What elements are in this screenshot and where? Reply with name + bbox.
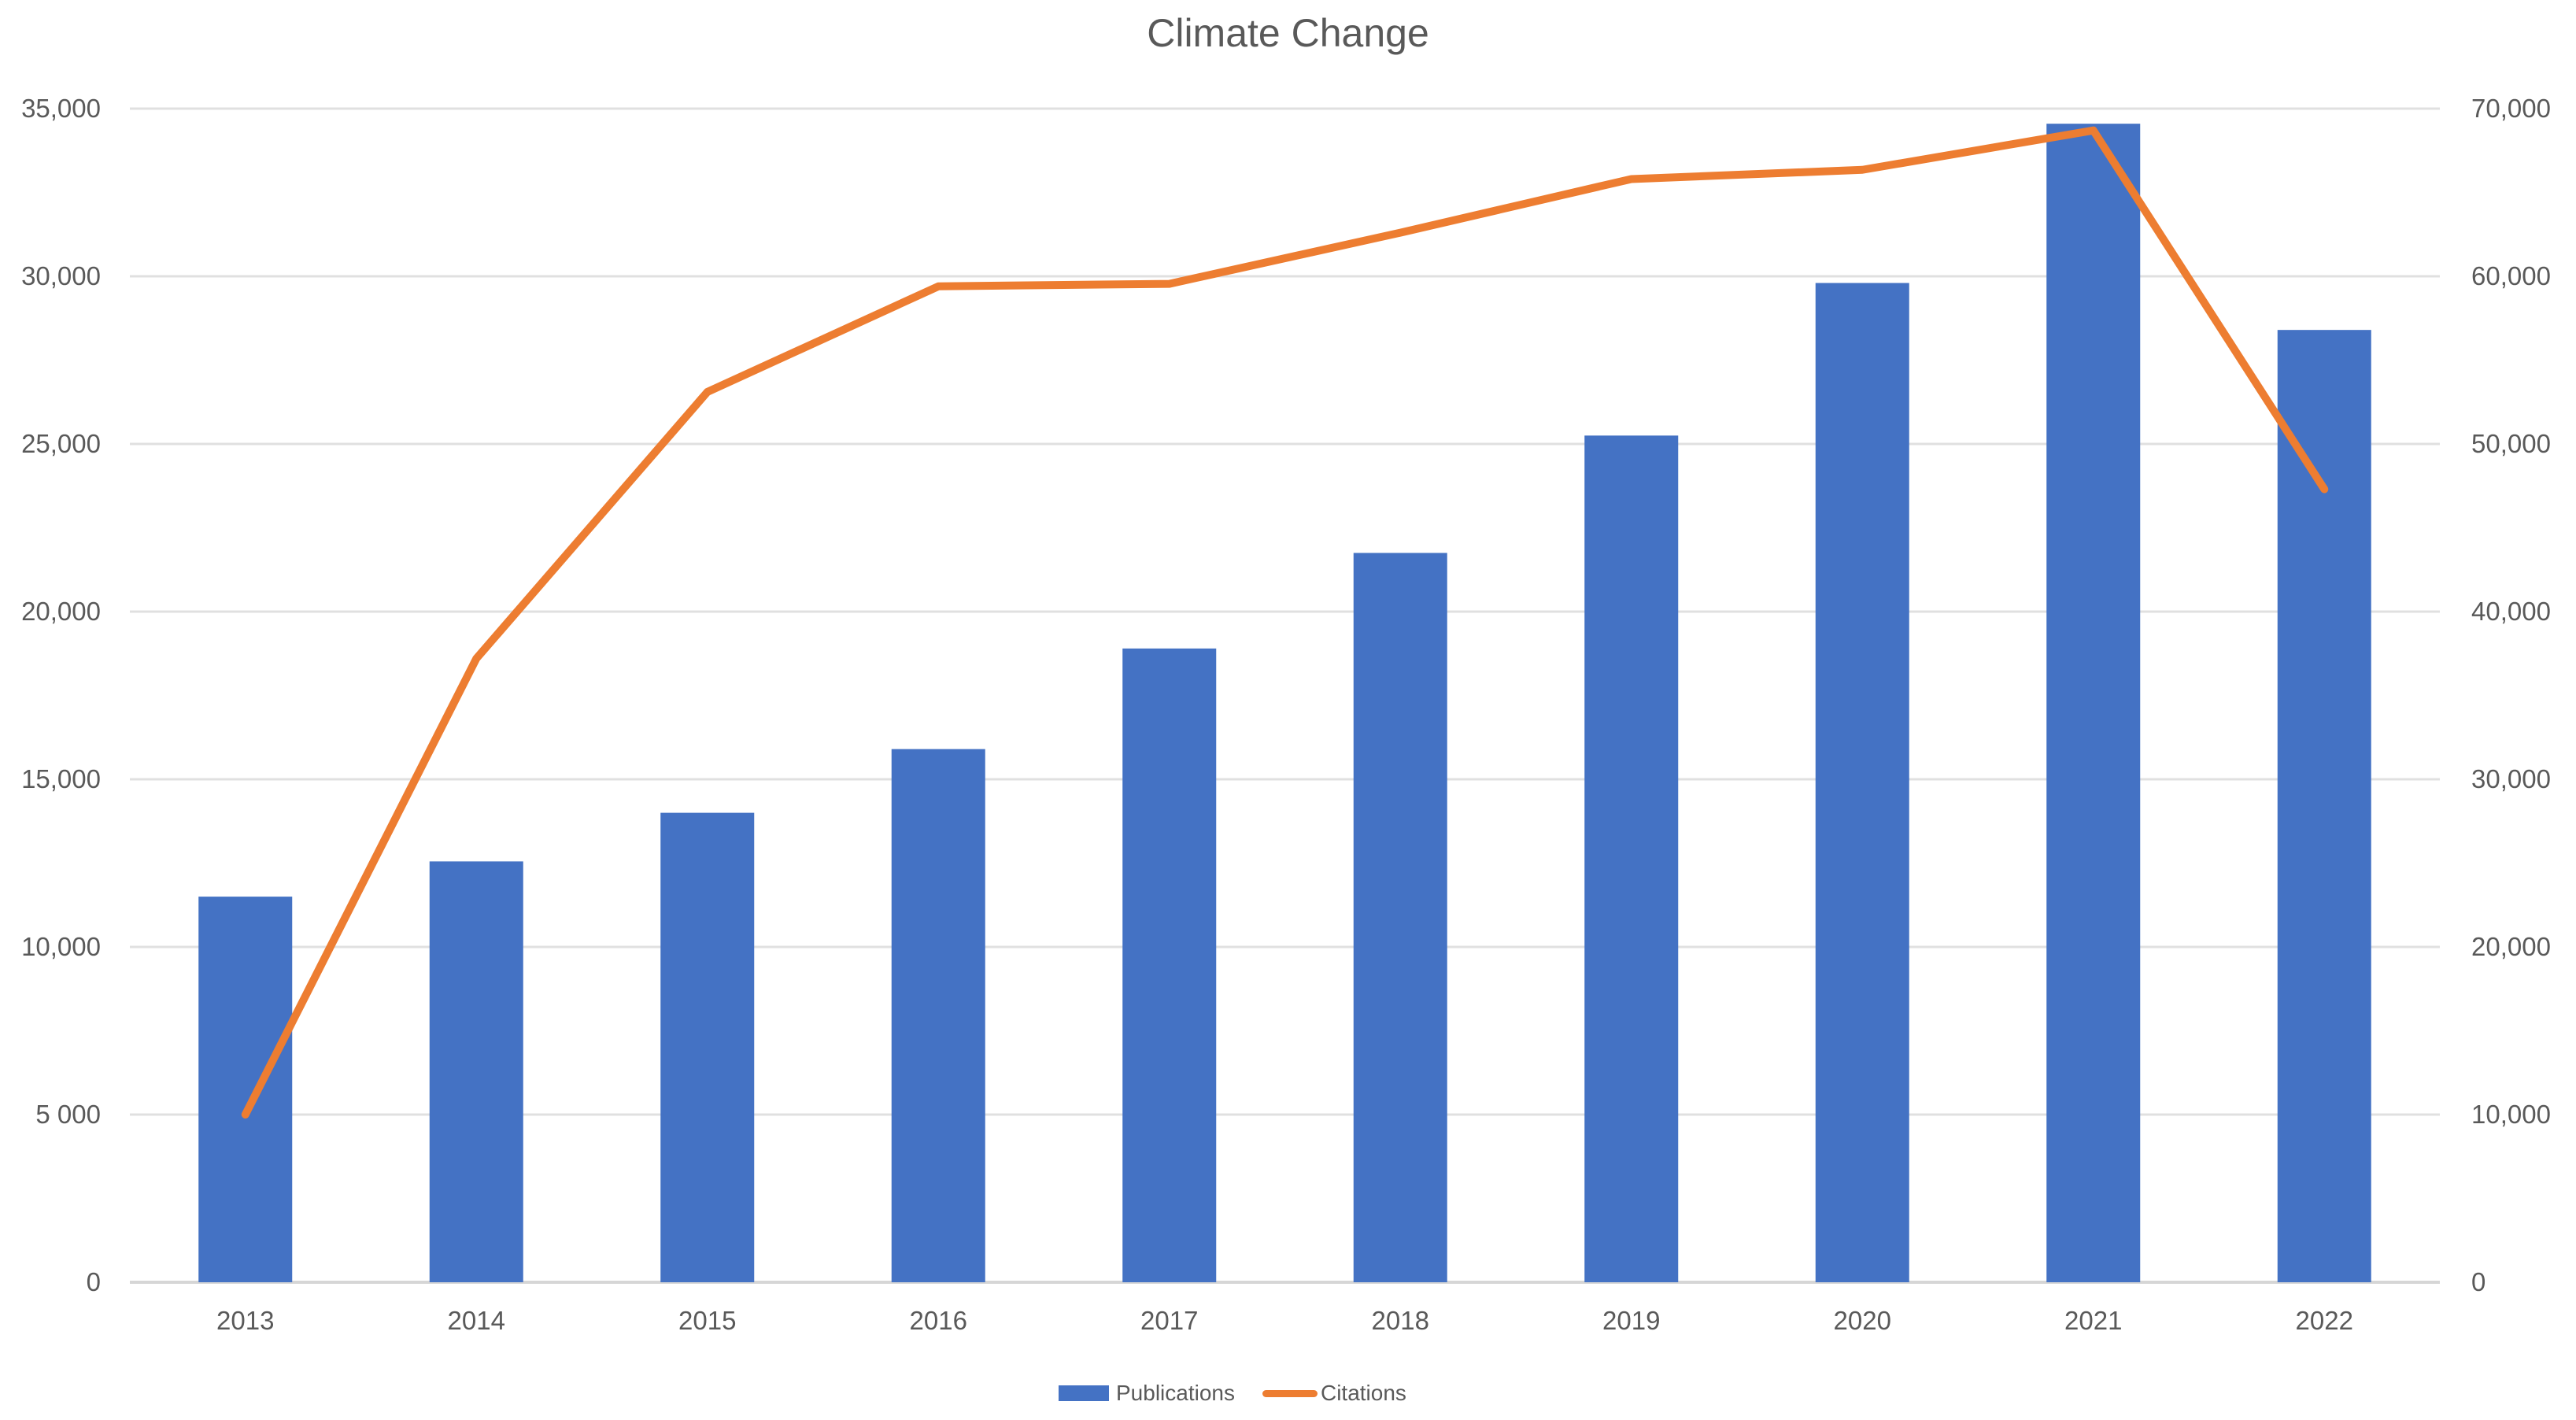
left-axis-tick-label-7: 0 (86, 1267, 101, 1296)
right-axis-tick-label-6: 10,000 (2471, 1100, 2551, 1129)
x-axis-label-2017: 2017 (1140, 1306, 1199, 1335)
legend-label-publications: Publications (1116, 1381, 1235, 1405)
x-axis-label-2016: 2016 (909, 1306, 967, 1335)
x-axis-label-2019: 2019 (1602, 1306, 1661, 1335)
x-axis-label-2013: 2013 (216, 1306, 275, 1335)
legend-label-citations: Citations (1320, 1381, 1406, 1405)
left-axis-tick-label-0: 35,000 (21, 94, 101, 123)
right-axis-tick-label-2: 50,000 (2471, 429, 2551, 458)
right-axis-tick-label-3: 40,000 (2471, 597, 2551, 626)
publications-bar-2015 (660, 812, 755, 1282)
chart-title: Climate Change (1147, 11, 1429, 55)
citations-line (241, 126, 2329, 1119)
left-axis-tick-label-3: 20,000 (21, 597, 101, 626)
x-axis-label-2015: 2015 (678, 1306, 737, 1335)
publications-bar-2013 (198, 897, 293, 1282)
legend: Publications Citations (1059, 1377, 1406, 1409)
right-axis-tick-label-4: 30,000 (2471, 764, 2551, 793)
publications-bar-2019 (1584, 435, 1679, 1282)
x-axis-label-2014: 2014 (447, 1306, 505, 1335)
right-axis-tick-label-5: 20,000 (2471, 932, 2551, 961)
right-axis-tick-label-1: 60,000 (2471, 261, 2551, 290)
publications-bar-2021 (2046, 124, 2141, 1282)
left-axis-tick-label-4: 15,000 (21, 764, 101, 793)
x-axis-label-2018: 2018 (1371, 1306, 1429, 1335)
publications-bar-2022 (2277, 330, 2371, 1282)
publications-bar-2016 (891, 749, 985, 1282)
x-axis-label-2020: 2020 (1833, 1306, 1891, 1335)
publications-bar-2020 (1815, 283, 1909, 1282)
left-axis-tick-label-5: 10,000 (21, 932, 101, 961)
publications-bar-swatch (1059, 1385, 1109, 1401)
citations-line-swatch (1262, 1389, 1318, 1397)
publications-bar-2014 (429, 861, 523, 1282)
left-axis-tick-label-2: 25,000 (21, 429, 101, 458)
left-axis-tick-label-6: 5 000 (35, 1100, 101, 1129)
x-axis-label-2022: 2022 (2295, 1306, 2353, 1335)
x-axis-label-2021: 2021 (2064, 1306, 2123, 1335)
publications-bar-2017 (1122, 648, 1217, 1282)
right-axis-tick-label-0: 70,000 (2471, 94, 2551, 123)
right-axis-tick-label-7: 0 (2471, 1267, 2486, 1296)
left-axis-tick-label-1: 30,000 (21, 261, 101, 290)
publications-bar-2018 (1353, 553, 1447, 1282)
